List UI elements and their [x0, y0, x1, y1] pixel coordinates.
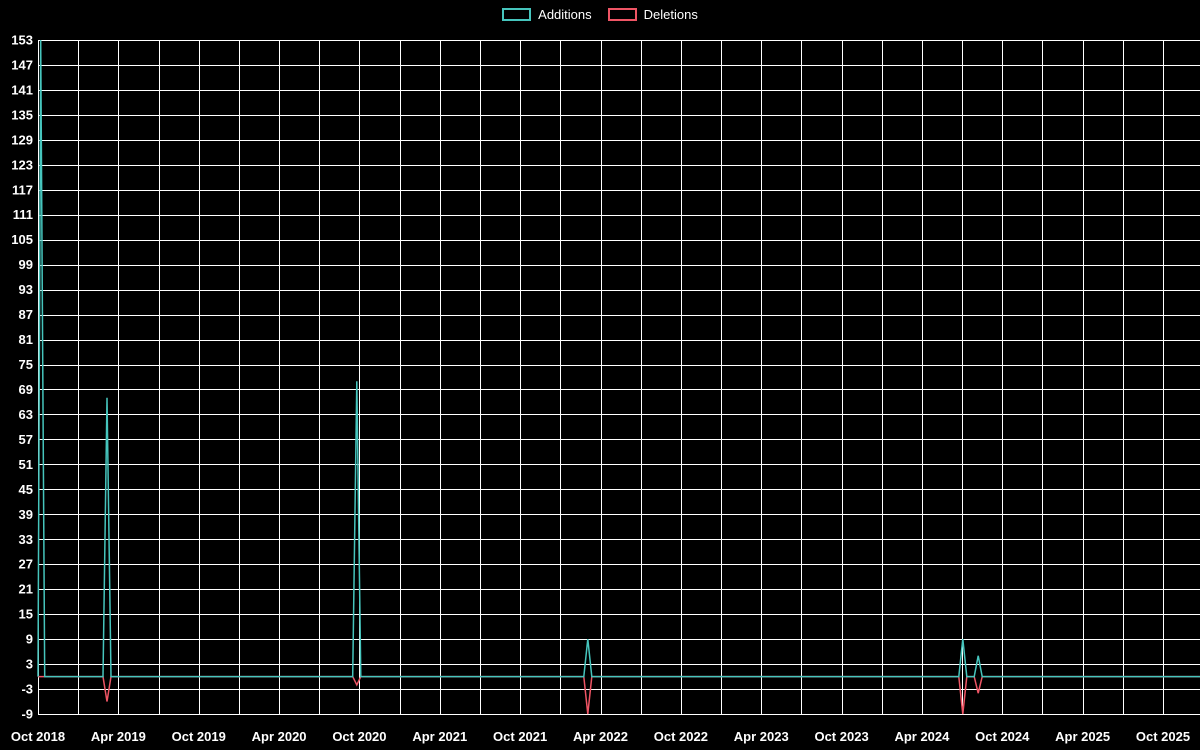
y-axis-tick-label: 63 [19, 407, 33, 422]
y-axis-tick-label: 81 [19, 332, 33, 347]
x-axis-tick-label: Oct 2024 [975, 729, 1030, 744]
x-axis-tick-label: Oct 2021 [493, 729, 547, 744]
x-axis-tick-label: Apr 2023 [734, 729, 789, 744]
x-axis-tick-label: Apr 2024 [894, 729, 950, 744]
y-axis-tick-label: 87 [19, 307, 33, 322]
y-axis-tick-label: 9 [26, 632, 33, 647]
y-axis-tick-label: 27 [19, 557, 33, 572]
x-axis-tick-label: Oct 2025 [1136, 729, 1190, 744]
legend-label-additions: Additions [538, 7, 592, 22]
deletions-swatch-icon [607, 8, 637, 21]
y-axis-tick-label: 147 [11, 57, 33, 72]
y-axis-tick-label: 45 [19, 482, 33, 497]
y-axis-tick-label: 75 [19, 357, 33, 372]
x-axis-tick-label: Apr 2025 [1055, 729, 1110, 744]
y-axis-tick-label: 117 [12, 182, 33, 197]
y-axis-tick-label: 39 [19, 507, 33, 522]
y-axis-tick-label: 21 [19, 582, 33, 597]
y-axis-tick-label: 135 [11, 107, 33, 122]
y-axis-tick-label: 69 [19, 382, 33, 397]
legend-item-deletions[interactable]: Deletions [607, 7, 698, 22]
series-line-deletions [38, 675, 1200, 715]
y-axis-tick-label: 153 [11, 33, 33, 48]
x-axis-tick-label: Oct 2023 [814, 729, 868, 744]
legend-item-additions[interactable]: Additions [502, 7, 592, 22]
y-axis-tick-label: 33 [19, 532, 33, 547]
y-axis-tick-label: 99 [19, 257, 33, 272]
additions-swatch-icon [502, 8, 532, 21]
y-axis-tick-label: 105 [11, 232, 33, 247]
y-axis-tick-label: 141 [11, 82, 33, 97]
y-axis-tick-label: -3 [21, 682, 33, 697]
y-axis-tick-label: 123 [11, 157, 33, 172]
x-axis-tick-label: Oct 2019 [172, 729, 226, 744]
x-axis-tick-label: Apr 2020 [252, 729, 307, 744]
y-axis-tick-label: 93 [19, 282, 33, 297]
y-axis-tick-label: 57 [19, 432, 33, 447]
y-axis-tick-label: 111 [13, 207, 33, 222]
x-axis-tick-label: Apr 2019 [91, 729, 146, 744]
series-line-additions [37, 39, 1200, 678]
x-axis-tick-label: Oct 2022 [654, 729, 708, 744]
chart-legend: Additions Deletions [0, 7, 1200, 22]
y-axis-tick-label: -9 [21, 707, 33, 722]
y-axis-tick-label: 129 [11, 132, 33, 147]
y-axis-tick-label: 3 [26, 657, 33, 672]
x-axis-tick-label: Oct 2020 [332, 729, 386, 744]
y-axis-tick-label: 51 [19, 457, 33, 472]
y-axis-tick-label: 15 [19, 607, 33, 622]
x-axis-tick-label: Apr 2022 [573, 729, 628, 744]
legend-label-deletions: Deletions [643, 7, 698, 22]
x-axis-tick-label: Oct 2018 [11, 729, 65, 744]
x-axis-tick-label: Apr 2021 [412, 729, 467, 744]
